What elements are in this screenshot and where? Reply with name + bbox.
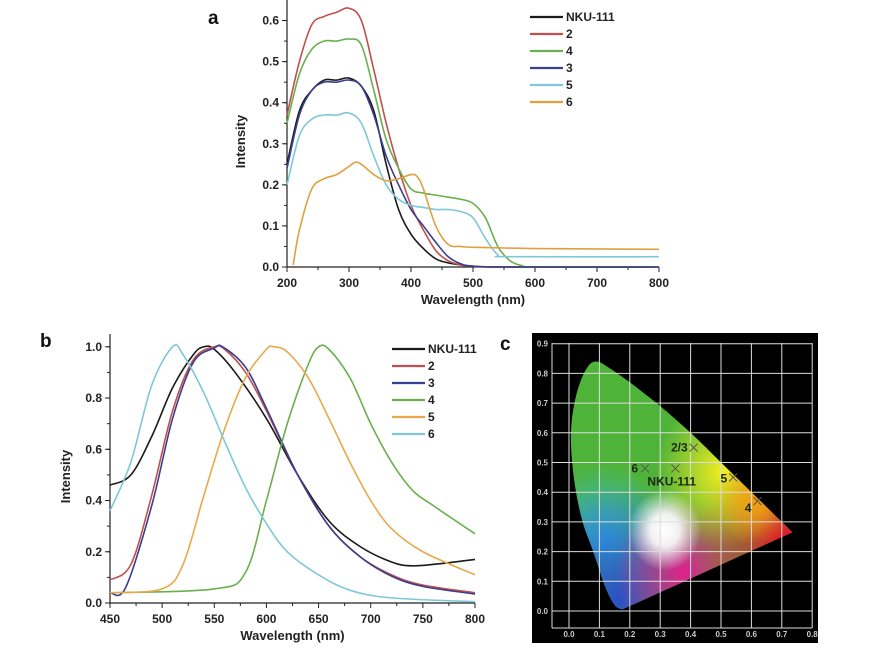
x-tick-label: 600 bbox=[525, 276, 545, 290]
y-tick-label: 0.6 bbox=[262, 14, 279, 28]
y-tick-label: 0.3 bbox=[262, 137, 279, 151]
panel-label: c bbox=[500, 334, 511, 355]
x-tick-label: 0.4 bbox=[685, 630, 697, 639]
legend-label: 6 bbox=[566, 95, 573, 109]
x-tick-label: 500 bbox=[463, 276, 483, 290]
x-tick-label: 450 bbox=[100, 612, 120, 626]
x-tick-label: 700 bbox=[587, 276, 607, 290]
y-tick-label: 0.1 bbox=[262, 219, 279, 233]
legend-label: 5 bbox=[428, 410, 435, 424]
panel-label: b bbox=[40, 331, 52, 352]
x-tick-label: 500 bbox=[152, 612, 172, 626]
series-line-4 bbox=[109, 344, 476, 594]
x-axis-title: Wavelength (nm) bbox=[240, 628, 344, 643]
legend-label: 3 bbox=[428, 376, 435, 390]
data-point-marker bbox=[753, 496, 762, 506]
x-tick-label: 300 bbox=[339, 276, 359, 290]
y-tick-label: 0.4 bbox=[262, 96, 279, 110]
series-line-6 bbox=[292, 161, 660, 266]
legend-label: 2 bbox=[566, 27, 573, 41]
legend-label: 2 bbox=[428, 359, 435, 373]
series-line-NKU-111 bbox=[286, 77, 660, 268]
y-tick-label: 0.4 bbox=[537, 488, 549, 497]
x-tick-label: 700 bbox=[361, 612, 381, 626]
x-tick-label: 200 bbox=[277, 276, 297, 290]
y-tick-label: 0.2 bbox=[85, 545, 102, 559]
y-tick-label: 0.4 bbox=[85, 494, 102, 508]
y-tick-label: 0.5 bbox=[262, 55, 279, 69]
series-line-5 bbox=[109, 345, 476, 594]
legend-label: 3 bbox=[566, 61, 573, 75]
x-tick-label: 0.8 bbox=[807, 630, 819, 639]
data-point-label: 6 bbox=[631, 461, 638, 475]
y-tick-label: 0.2 bbox=[262, 178, 279, 192]
panel-a: a 200 300 400 500 600 700 800 0.0 0.1 0.2 0.3 0.4 0.5… bbox=[208, 0, 669, 307]
x-tick-label: 0.6 bbox=[746, 630, 758, 639]
series-line-NKU-111 bbox=[109, 345, 476, 567]
y-tick-label: 0.7 bbox=[537, 399, 549, 408]
series-line-3 bbox=[286, 79, 660, 268]
x-tick-label: 600 bbox=[256, 612, 276, 626]
data-point-marker bbox=[689, 443, 698, 453]
x-tick-label: 0.1 bbox=[594, 630, 606, 639]
series-line-6 bbox=[109, 343, 476, 603]
x-tick-label: 800 bbox=[465, 612, 485, 626]
legend-label: NKU-111 bbox=[428, 342, 477, 356]
data-point-label: NKU-111 bbox=[647, 474, 696, 488]
data-point-label: 5 bbox=[720, 471, 727, 485]
y-tick-label: 0.8 bbox=[537, 369, 549, 378]
y-axis-title: Intensity bbox=[233, 114, 248, 168]
panel-b: b 450 500 550 600 650 700 750 800 0.0 0.2 0.4 0.6 0.8… bbox=[40, 331, 485, 643]
legend-label: 4 bbox=[566, 44, 573, 58]
x-axis-title: Wavelength (nm) bbox=[421, 292, 525, 307]
series-line-4 bbox=[286, 38, 660, 268]
legend-label: 4 bbox=[428, 393, 435, 407]
y-tick-label: 0.1 bbox=[537, 577, 549, 586]
data-point-marker bbox=[728, 472, 738, 482]
data-point-marker bbox=[640, 464, 650, 473]
y-tick-label: 0.6 bbox=[85, 442, 102, 456]
y-axis-title: Intensity bbox=[58, 449, 73, 503]
x-tick-label: 800 bbox=[649, 276, 669, 290]
x-tick-label: 0.0 bbox=[563, 630, 575, 639]
panel-label: a bbox=[208, 8, 219, 29]
y-tick-label: 0.0 bbox=[537, 607, 549, 616]
x-tick-label: 0.3 bbox=[655, 630, 667, 639]
y-tick-label: 0.9 bbox=[537, 340, 549, 349]
series-line-2 bbox=[286, 7, 660, 268]
legend-label: 6 bbox=[428, 427, 435, 441]
data-point-marker bbox=[671, 464, 680, 473]
y-tick-label: 0.5 bbox=[537, 459, 549, 468]
x-tick-label: 400 bbox=[401, 276, 421, 290]
y-tick-label: 1.0 bbox=[85, 340, 102, 354]
x-tick-label: 0.7 bbox=[776, 630, 788, 639]
y-tick-label: 0.6 bbox=[537, 429, 549, 438]
x-tick-label: 0.5 bbox=[715, 630, 727, 639]
legend-label: 5 bbox=[566, 78, 573, 92]
x-tick-label: 650 bbox=[309, 612, 329, 626]
y-tick-label: 0.8 bbox=[85, 391, 102, 405]
x-tick-label: 550 bbox=[204, 612, 224, 626]
x-tick-label: 750 bbox=[413, 612, 433, 626]
y-tick-label: 0.3 bbox=[537, 518, 549, 527]
series-line-3 bbox=[109, 344, 476, 597]
legend-label: NKU-111 bbox=[566, 10, 615, 24]
x-tick-label: 0.2 bbox=[624, 630, 636, 639]
y-tick-label: 0.0 bbox=[85, 596, 102, 610]
panel-c: c 0.0 0.1 0.2 0.3 0.4 0.5 0.6 0.7 0.8 0.0 0.1 0.2 0.3… bbox=[500, 333, 818, 643]
data-point-label: 4 bbox=[745, 501, 752, 515]
series-line-5 bbox=[286, 111, 660, 258]
y-tick-label: 0.0 bbox=[262, 260, 279, 274]
data-point-label: 2/3 bbox=[671, 441, 688, 455]
y-tick-label: 0.2 bbox=[537, 548, 549, 557]
